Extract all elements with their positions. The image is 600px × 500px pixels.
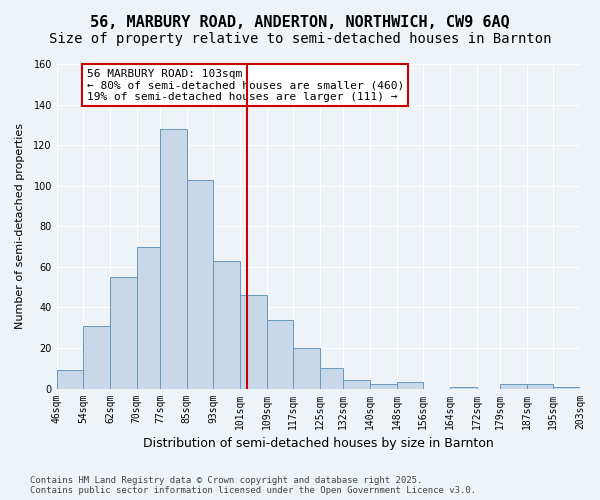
Bar (214, 261, 240, 388)
Bar (500, 384, 527, 388)
Bar (293, 348, 320, 389)
Bar (56, 370, 83, 388)
Bar (370, 384, 397, 388)
Bar (320, 368, 343, 388)
Bar (187, 180, 214, 388)
Bar (266, 320, 293, 388)
Text: 56 MARBURY ROAD: 103sqm
← 80% of semi-detached houses are smaller (460)
19% of s: 56 MARBURY ROAD: 103sqm ← 80% of semi-de… (86, 68, 404, 102)
Y-axis label: Number of semi-detached properties: Number of semi-detached properties (15, 124, 25, 330)
Text: Size of property relative to semi-detached houses in Barnton: Size of property relative to semi-detach… (49, 32, 551, 46)
X-axis label: Distribution of semi-detached houses by size in Barnton: Distribution of semi-detached houses by … (143, 437, 494, 450)
Bar (83, 326, 110, 388)
Bar (553, 386, 580, 388)
Bar (240, 295, 266, 388)
Text: 56, MARBURY ROAD, ANDERTON, NORTHWICH, CW9 6AQ: 56, MARBURY ROAD, ANDERTON, NORTHWICH, C… (90, 15, 510, 30)
Bar (160, 129, 187, 388)
Bar (450, 386, 476, 388)
Bar (527, 384, 553, 388)
Bar (110, 277, 137, 388)
Text: Contains HM Land Registry data © Crown copyright and database right 2025.
Contai: Contains HM Land Registry data © Crown c… (30, 476, 476, 495)
Bar (397, 382, 424, 388)
Bar (137, 246, 160, 388)
Bar (343, 380, 370, 388)
